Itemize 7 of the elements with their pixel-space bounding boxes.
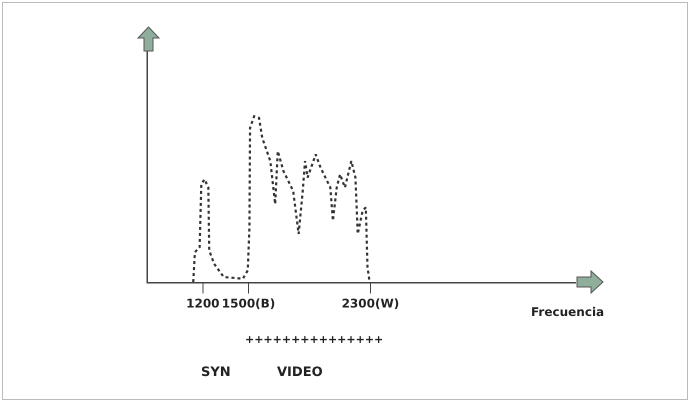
x-tick-label: 2300(W) [342,296,400,311]
text: VIDEO [277,365,323,380]
x-tick-label: 1200 [186,296,220,311]
text: +++++++++++++++ [245,333,384,346]
x-tick-label: 1500(B) [222,296,276,311]
text: SYN [201,365,231,380]
x-axis-title: Frecuencia [531,305,604,319]
